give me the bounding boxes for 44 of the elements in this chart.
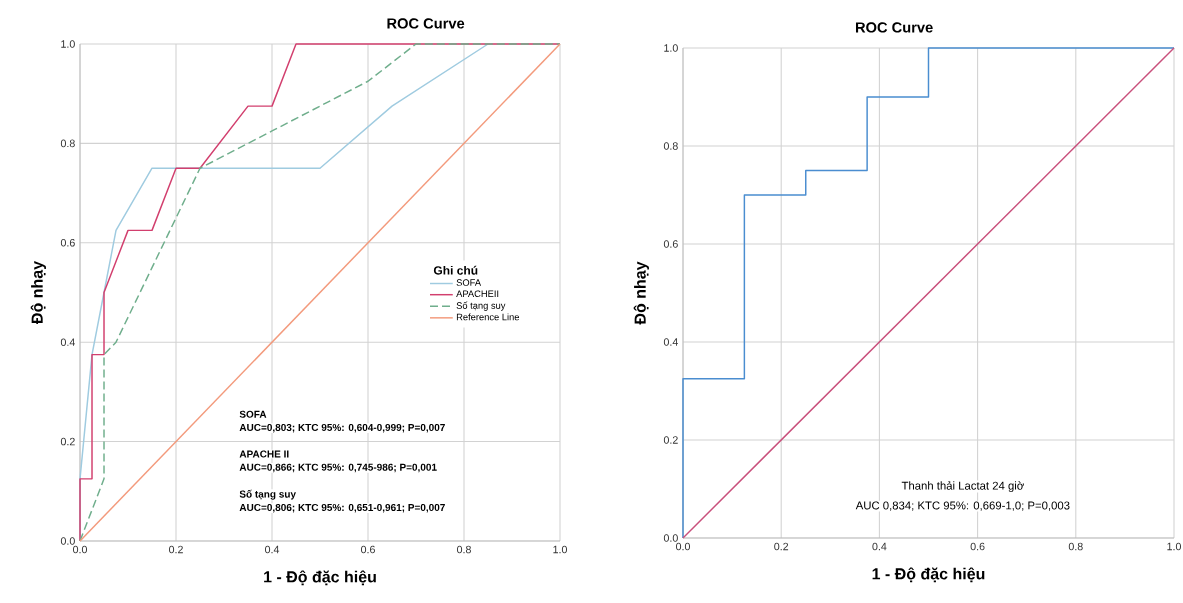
y-tick-label: 0.0 <box>60 537 75 545</box>
annotation: APACHE II <box>239 450 289 458</box>
y-tick-label: 0.4 <box>663 338 678 346</box>
legend-label: SOFA <box>456 279 482 286</box>
x-tick-label: 0.2 <box>774 542 789 551</box>
x-tick-label: 0.4 <box>872 542 887 551</box>
y-tick-label: 0.4 <box>60 338 75 346</box>
x-axis-title: 1 - Độ đặc hiệu <box>264 570 376 586</box>
y-tick-label: 0.8 <box>663 142 678 150</box>
line-series <box>682 47 1175 539</box>
chart-title: ROC Curve <box>387 18 465 29</box>
annotation: Số tạng suy <box>239 489 296 500</box>
y-tick-label: 1.0 <box>61 40 75 48</box>
y-tick-label: 0.2 <box>663 436 678 444</box>
x-tick-label: 1.0 <box>553 545 568 554</box>
legend-label: Reference Line <box>456 313 520 321</box>
y-tick-label: 0.0 <box>663 534 678 542</box>
x-tick-label: 0.4 <box>265 545 280 554</box>
x-tick-label: 0.2 <box>169 545 183 554</box>
legend-label: Số tạng suy <box>456 301 506 311</box>
x-axis-title: 1 - Độ đặc hiệu <box>872 567 985 583</box>
annotation: AUC=0,803; KTC 95%: 0,604-0,999; P=0,007 <box>239 423 445 433</box>
annotation: AUC 0,834; KTC 95%: 0,669-1,0; P=0,003 <box>855 501 1070 511</box>
x-tick-label: 1.0 <box>1167 542 1181 551</box>
legend-label: APACHEII <box>456 290 499 298</box>
annotation: Thanh thải Lactat 24 giờ <box>901 481 1024 492</box>
legend-title: Ghi chú <box>433 265 478 275</box>
x-tick-label: 0.0 <box>676 542 691 551</box>
y-axis-title: Độ nhạy <box>633 261 649 325</box>
annotation: SOFA <box>239 410 267 418</box>
y-axis-title: Độ nhạy <box>30 261 46 324</box>
x-tick-label: 0.8 <box>457 545 471 554</box>
chart-title: ROC Curve <box>855 22 933 33</box>
y-tick-label: 0.6 <box>663 240 678 248</box>
y-tick-label: 1.0 <box>664 44 678 52</box>
x-tick-label: 0.6 <box>970 542 985 551</box>
y-tick-label: 0.8 <box>60 139 75 148</box>
x-tick-label: 0.0 <box>73 545 88 554</box>
x-tick-label: 0.6 <box>361 545 375 554</box>
y-tick-label: 0.2 <box>60 437 75 446</box>
annotation: AUC=0,866; KTC 95%: 0,745-986; P=0,001 <box>239 463 437 473</box>
annotation: AUC=0,806; KTC 95%: 0,651-0,961; P=0,007 <box>239 503 445 513</box>
y-tick-label: 0.6 <box>60 239 75 247</box>
x-tick-label: 0.8 <box>1068 542 1083 551</box>
